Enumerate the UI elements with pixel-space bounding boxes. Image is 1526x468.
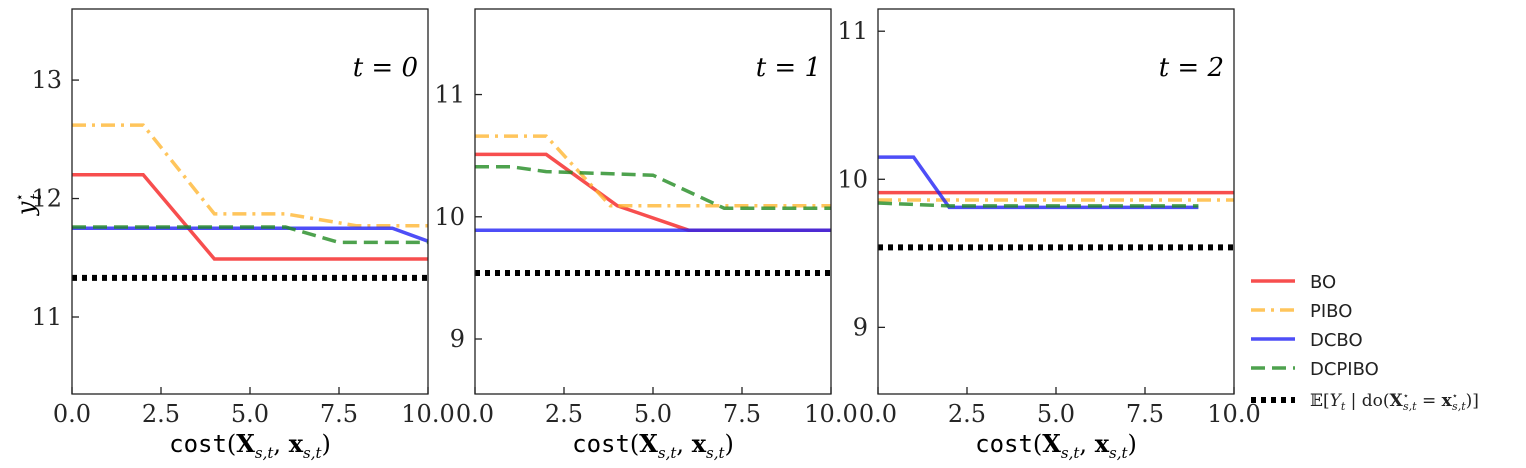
x-tick-label: 2.5 <box>142 400 180 428</box>
x-tick-label: 7.5 <box>320 400 358 428</box>
x-axis-label: cost(Xs,t, xs,t) <box>572 429 734 462</box>
y-tick-label: 11 <box>434 81 465 109</box>
x-tick-label: 7.5 <box>1126 400 1164 428</box>
legend-label: 𝔼[Yt | do(X⋆ s,t = x⋆ s,t)] <box>1310 391 1479 413</box>
series-line-dcpibo <box>475 164 831 210</box>
legend-label: BO <box>1310 272 1336 293</box>
series-line-bo <box>72 173 428 261</box>
series-line-pibo <box>72 123 428 228</box>
x-tick-label: 0.0 <box>53 400 91 428</box>
legend: BO PIBO DCBO DCPIBO 𝔼[Yt | do(X⋆ s,t = x⋆ s,t)… <box>1251 272 1479 413</box>
y-tick-label: 9 <box>450 325 465 353</box>
panel-label: t = 1 <box>756 53 821 83</box>
x-tick-label: 0.0 <box>456 400 494 428</box>
x-tick-label: 5.0 <box>231 400 269 428</box>
x-axis-label: cost(Xs,t, xs,t) <box>975 429 1137 462</box>
x-tick-label: 5.0 <box>634 400 672 428</box>
y-tick-label: 12 <box>31 185 62 213</box>
x-tick-label: 5.0 <box>1037 400 1075 428</box>
x-tick-label: 2.5 <box>948 400 986 428</box>
x-tick-label: 10.0 <box>1207 400 1260 428</box>
legend-label: DCPIBO <box>1310 359 1379 380</box>
x-tick-label: 0.0 <box>859 400 897 428</box>
y-tick-label: 10 <box>434 203 465 231</box>
x-tick-label: 10.0 <box>804 400 857 428</box>
series-line-pibo <box>475 134 831 208</box>
y-tick-label: 9 <box>853 313 868 341</box>
panel-label: t = 0 <box>353 53 418 83</box>
x-tick-label: 10.0 <box>401 400 454 428</box>
panel-1: 0.0 2.5 5.0 7.5 10.0 9 10 11 t = 1 cost(Xs,t, xs,… <box>434 8 858 462</box>
legend-label: DCBO <box>1310 330 1363 351</box>
series-line-dcpibo <box>72 225 428 245</box>
legend-label: PIBO <box>1310 301 1352 322</box>
panel-2: 0.0 2.5 5.0 7.5 10.0 9 10 11 t = 2 cost(Xs,t, xs,… <box>837 8 1261 462</box>
y-tick-label: 11 <box>837 17 868 45</box>
y-tick-label: 13 <box>31 66 62 94</box>
series-line-bo <box>475 152 831 232</box>
panel-0: 0.0 2.5 5.0 7.5 10.0 11 12 13 t = 0 cost(Xs,t, xs… <box>12 8 455 462</box>
panel-label: t = 2 <box>1159 53 1224 83</box>
series-line-dcbo <box>72 226 429 243</box>
y-axis-label: y⋆t <box>12 193 45 216</box>
x-tick-label: 7.5 <box>723 400 761 428</box>
series-line-dcpibo <box>877 201 1199 208</box>
x-tick-label: 2.5 <box>545 400 583 428</box>
y-tick-label: 10 <box>837 165 868 193</box>
y-tick-label: 11 <box>31 303 62 331</box>
x-axis-label: cost(Xs,t, xs,t) <box>169 429 331 462</box>
